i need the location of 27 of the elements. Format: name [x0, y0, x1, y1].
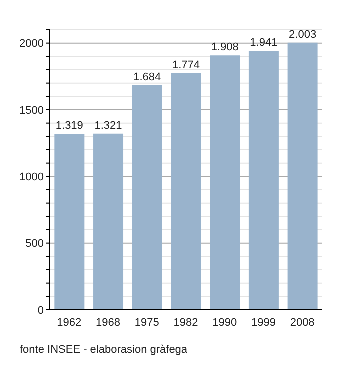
bar [288, 42, 318, 310]
x-tick-label: 1990 [212, 316, 238, 329]
x-tick-label: 1982 [174, 316, 198, 329]
x-tick-label: 1968 [96, 316, 121, 329]
y-tick-label: 2000 [20, 38, 44, 50]
bar [171, 73, 202, 310]
source-note: fonte INSEE - elaborasion gràfega [20, 344, 189, 356]
y-tick-label: 0 [38, 304, 44, 317]
bar [210, 56, 240, 310]
bar [94, 134, 124, 310]
data-label: 1.684 [134, 71, 162, 84]
data-label: 1.774 [172, 59, 200, 72]
data-label: 1.941 [250, 37, 278, 50]
y-tick-label: 1000 [20, 172, 44, 184]
data-label: 1.319 [56, 120, 84, 132]
x-tick-label: 1962 [57, 316, 82, 329]
data-label: 2.003 [289, 28, 317, 41]
x-tick-label: 2008 [290, 316, 315, 329]
data-label: 1.908 [211, 42, 239, 54]
y-tick-label: 500 [26, 238, 44, 250]
data-label: 1.321 [94, 120, 122, 132]
bar [54, 134, 85, 310]
y-tick-label: 1500 [20, 104, 44, 117]
x-tick-label: 1999 [251, 316, 276, 329]
x-tick-label: 1975 [134, 316, 160, 329]
bar [248, 51, 279, 310]
bar [132, 85, 162, 310]
